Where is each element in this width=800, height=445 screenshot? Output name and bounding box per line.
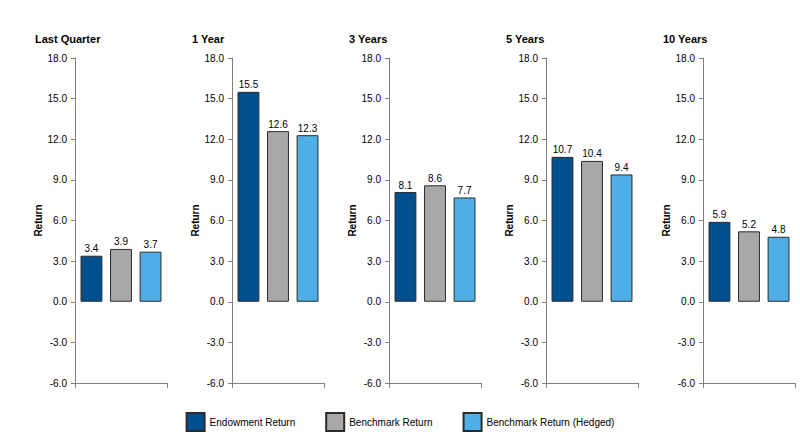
svg-text:-3.0: -3.0 bbox=[50, 337, 68, 348]
svg-text:18.0: 18.0 bbox=[519, 53, 539, 64]
svg-text:12.0: 12.0 bbox=[205, 134, 225, 145]
svg-text:0.0: 0.0 bbox=[210, 296, 224, 307]
svg-text:-6.0: -6.0 bbox=[521, 378, 539, 389]
svg-text:Return: Return bbox=[504, 204, 515, 236]
svg-text:0.0: 0.0 bbox=[53, 296, 67, 307]
svg-text:18.0: 18.0 bbox=[676, 53, 696, 64]
svg-text:1 Year: 1 Year bbox=[192, 33, 225, 45]
svg-text:10 Years: 10 Years bbox=[663, 33, 707, 45]
svg-text:9.0: 9.0 bbox=[53, 174, 67, 185]
svg-text:3.0: 3.0 bbox=[524, 256, 538, 267]
svg-text:15.0: 15.0 bbox=[205, 93, 225, 104]
svg-text:12.0: 12.0 bbox=[676, 134, 696, 145]
svg-text:3.0: 3.0 bbox=[681, 256, 695, 267]
svg-text:6.0: 6.0 bbox=[524, 215, 538, 226]
svg-text:Last Quarter: Last Quarter bbox=[35, 33, 101, 45]
svg-text:Return: Return bbox=[190, 204, 201, 236]
svg-text:3 Years: 3 Years bbox=[349, 33, 387, 45]
svg-text:9.0: 9.0 bbox=[367, 174, 381, 185]
svg-text:Return: Return bbox=[347, 204, 358, 236]
svg-text:-3.0: -3.0 bbox=[521, 337, 539, 348]
svg-text:15.5: 15.5 bbox=[239, 79, 259, 90]
svg-text:4.8: 4.8 bbox=[772, 224, 786, 235]
svg-text:Benchmark Return: Benchmark Return bbox=[349, 417, 432, 428]
svg-text:-3.0: -3.0 bbox=[207, 337, 225, 348]
svg-text:9.4: 9.4 bbox=[615, 162, 629, 173]
svg-text:5.9: 5.9 bbox=[713, 209, 727, 220]
svg-text:Return: Return bbox=[661, 204, 672, 236]
svg-text:8.6: 8.6 bbox=[428, 173, 442, 184]
svg-text:3.0: 3.0 bbox=[367, 256, 381, 267]
svg-text:0.0: 0.0 bbox=[367, 296, 381, 307]
svg-text:10.7: 10.7 bbox=[553, 144, 573, 155]
svg-text:3.0: 3.0 bbox=[210, 256, 224, 267]
svg-text:-6.0: -6.0 bbox=[50, 378, 68, 389]
svg-text:9.0: 9.0 bbox=[524, 174, 538, 185]
svg-text:7.7: 7.7 bbox=[458, 185, 472, 196]
svg-text:-6.0: -6.0 bbox=[364, 378, 382, 389]
svg-text:6.0: 6.0 bbox=[53, 215, 67, 226]
svg-text:18.0: 18.0 bbox=[205, 53, 225, 64]
svg-text:18.0: 18.0 bbox=[362, 53, 382, 64]
svg-text:3.7: 3.7 bbox=[144, 239, 158, 250]
svg-text:Endowment Return: Endowment Return bbox=[210, 417, 296, 428]
svg-text:18.0: 18.0 bbox=[48, 53, 68, 64]
svg-text:15.0: 15.0 bbox=[519, 93, 539, 104]
svg-text:6.0: 6.0 bbox=[681, 215, 695, 226]
svg-text:3.0: 3.0 bbox=[53, 256, 67, 267]
svg-text:15.0: 15.0 bbox=[362, 93, 382, 104]
svg-text:Return: Return bbox=[33, 204, 44, 236]
svg-text:-3.0: -3.0 bbox=[678, 337, 696, 348]
svg-text:5 Years: 5 Years bbox=[506, 33, 544, 45]
svg-text:12.0: 12.0 bbox=[519, 134, 539, 145]
svg-text:9.0: 9.0 bbox=[210, 174, 224, 185]
svg-text:3.4: 3.4 bbox=[85, 243, 99, 254]
svg-text:12.0: 12.0 bbox=[48, 134, 68, 145]
svg-text:3.9: 3.9 bbox=[114, 236, 128, 247]
svg-text:6.0: 6.0 bbox=[367, 215, 381, 226]
svg-text:15.0: 15.0 bbox=[48, 93, 68, 104]
svg-text:0.0: 0.0 bbox=[524, 296, 538, 307]
svg-text:12.3: 12.3 bbox=[298, 123, 318, 134]
svg-text:-6.0: -6.0 bbox=[678, 378, 696, 389]
svg-text:5.2: 5.2 bbox=[742, 219, 756, 230]
svg-text:15.0: 15.0 bbox=[676, 93, 696, 104]
svg-text:9.0: 9.0 bbox=[681, 174, 695, 185]
svg-text:10.4: 10.4 bbox=[582, 148, 602, 159]
svg-text:-3.0: -3.0 bbox=[364, 337, 382, 348]
svg-text:12.0: 12.0 bbox=[362, 134, 382, 145]
svg-text:0.0: 0.0 bbox=[681, 296, 695, 307]
svg-text:-6.0: -6.0 bbox=[207, 378, 225, 389]
svg-text:Benchmark Return (Hedged): Benchmark Return (Hedged) bbox=[487, 417, 615, 428]
svg-text:8.1: 8.1 bbox=[399, 180, 413, 191]
svg-text:12.6: 12.6 bbox=[268, 119, 288, 130]
svg-text:6.0: 6.0 bbox=[210, 215, 224, 226]
